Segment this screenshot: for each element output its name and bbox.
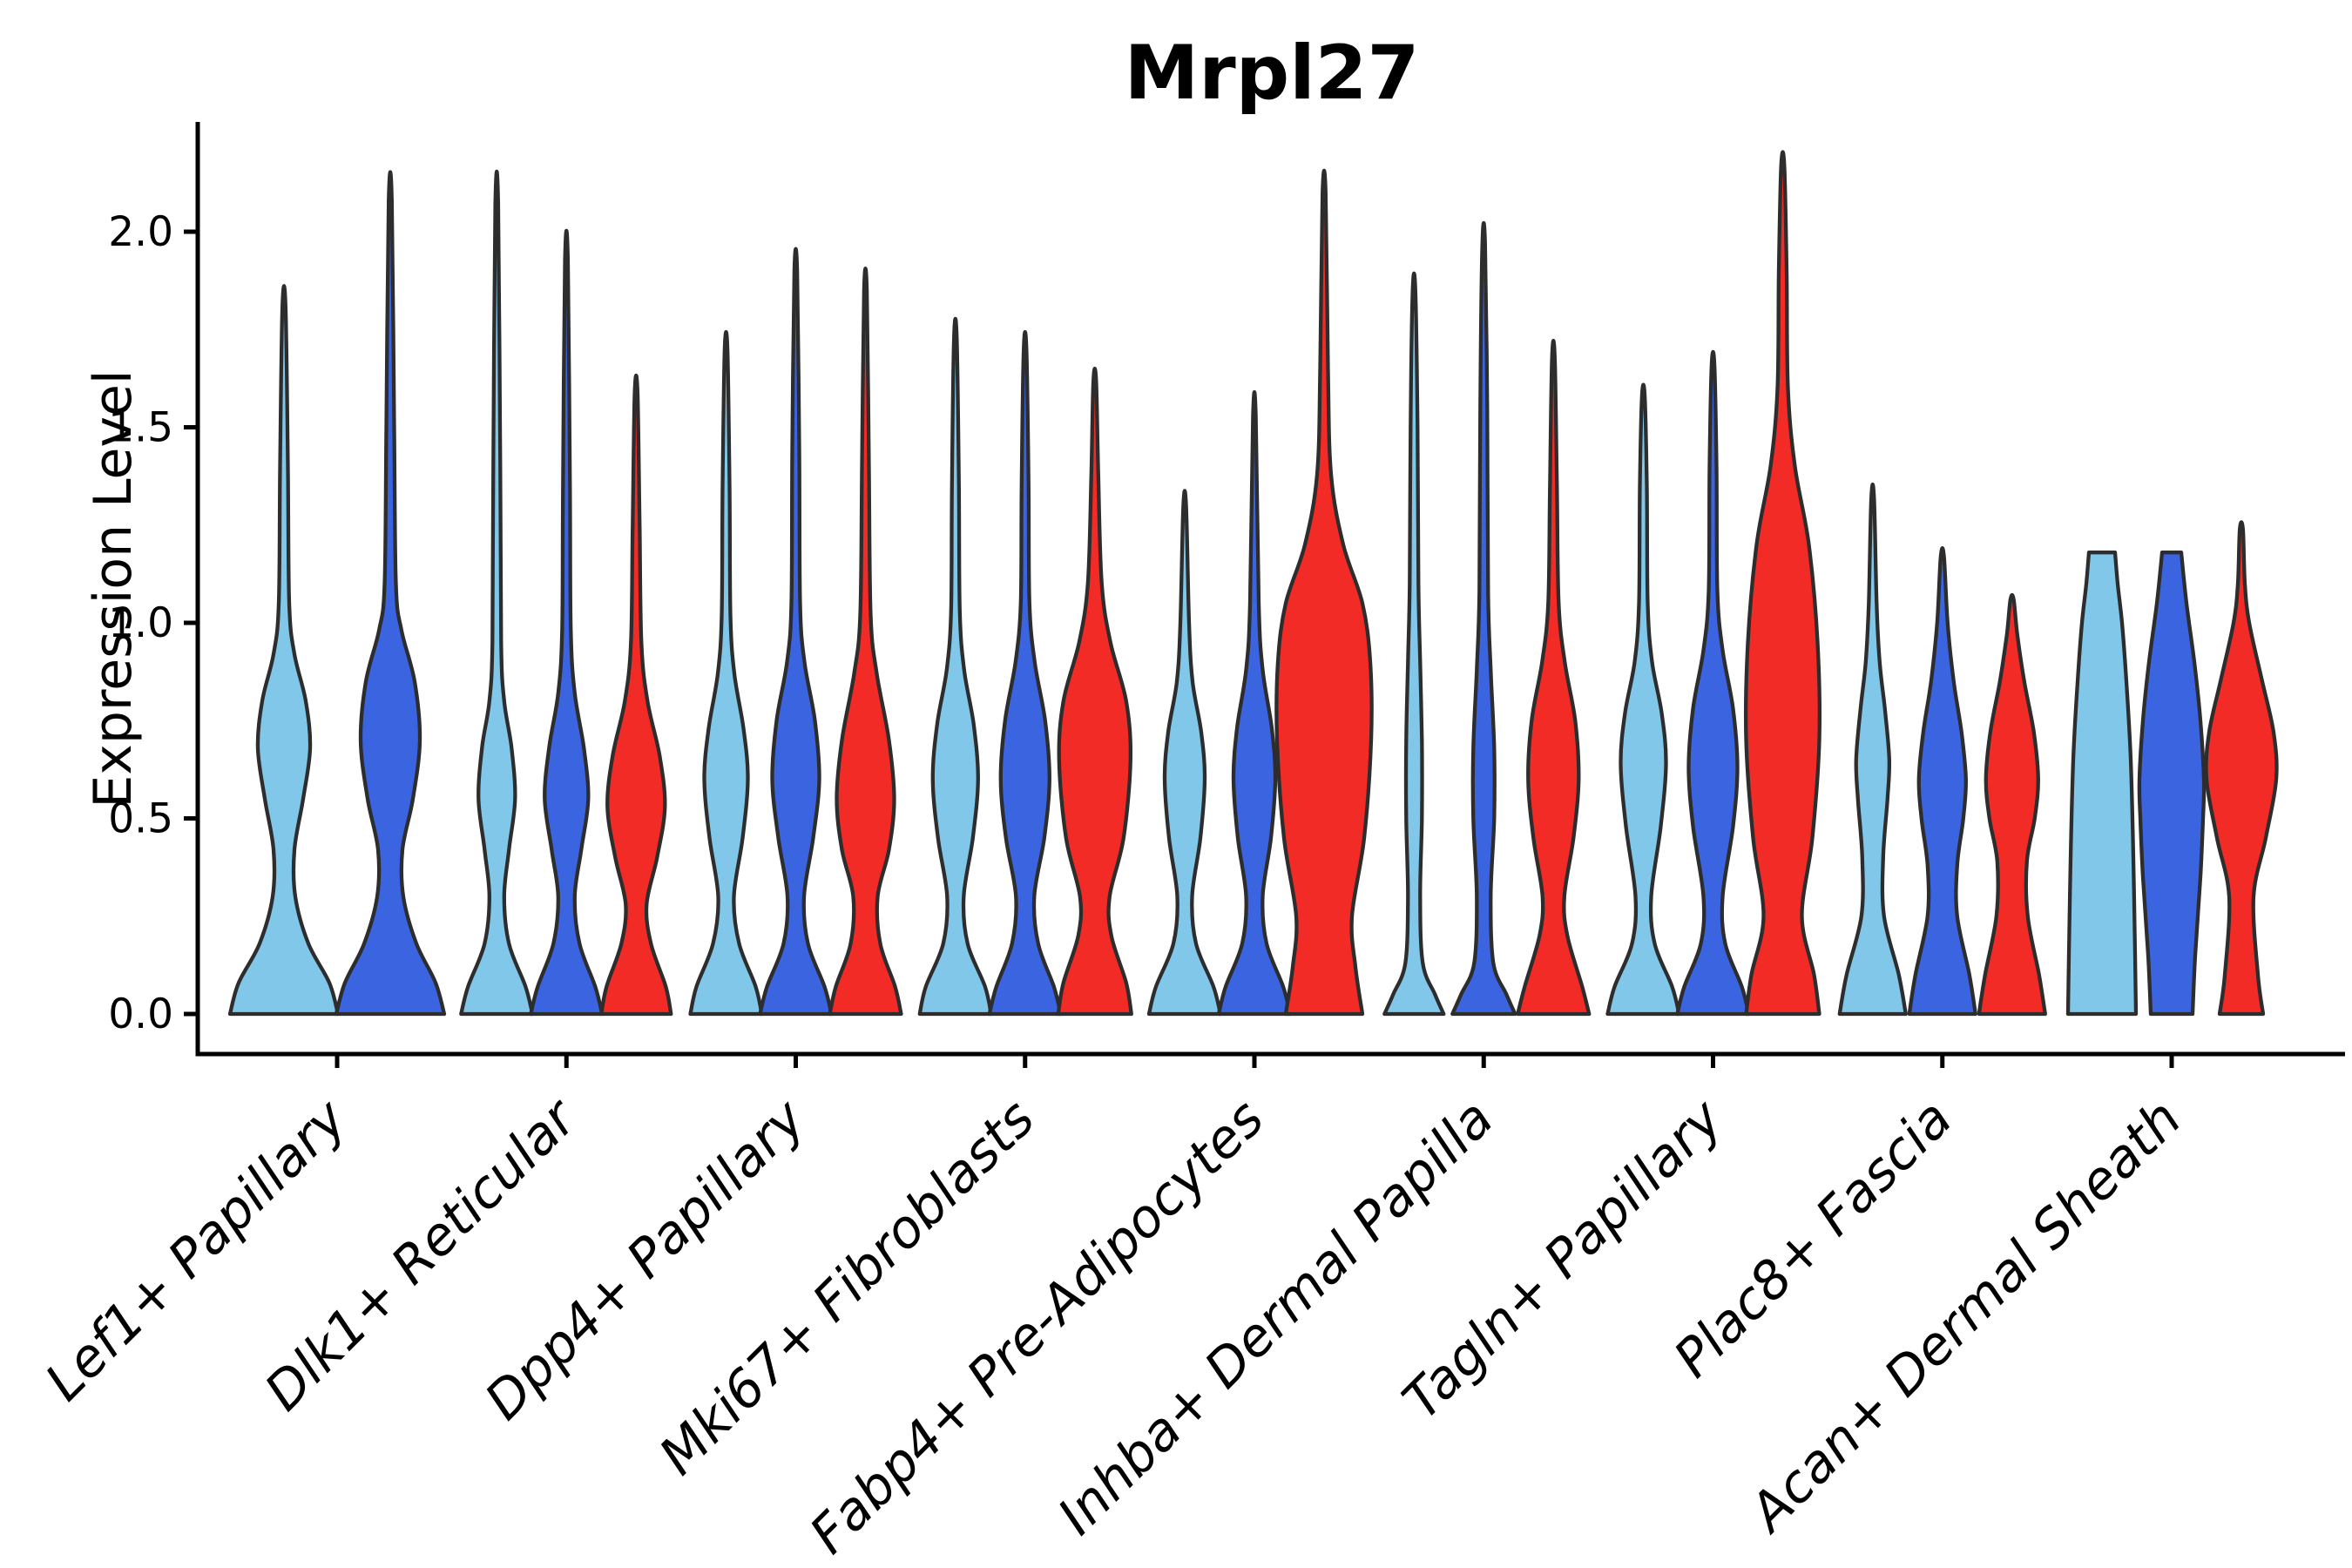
violin-mki67-fibroblasts-red — [1056, 367, 1133, 1017]
violin-dlk1-reticular-red — [599, 373, 673, 1017]
y-tick-label-2.0: 2.0 — [108, 208, 173, 256]
violin-tagln-papillary-dark-blue — [1675, 349, 1751, 1017]
violin-tagln-papillary-red — [1743, 150, 1822, 1017]
violin-plac8-fascia-dark-blue — [1907, 545, 1977, 1017]
y-tick-label-0.5: 0.5 — [108, 795, 173, 843]
violin-plac8-fascia-red — [1977, 592, 2047, 1017]
violin-dlk1-reticular-light-blue — [459, 170, 535, 1017]
violin-lef1-papillary-light-blue — [227, 284, 341, 1017]
x-tick-label-acan-dermal-sheath: Acan+ Dermal Sheath — [1736, 1088, 2193, 1545]
y-tick-label-1.0: 1.0 — [108, 599, 173, 647]
violins-layer — [227, 150, 2279, 1017]
x-tick-label-inhba-dermal-papilla: Inhba+ Dermal Papilla — [1046, 1088, 1504, 1546]
violin-fabp4-pre-adipocytes-light-blue — [1146, 489, 1223, 1017]
violin-acan-dermal-sheath-light-blue — [2065, 551, 2139, 1017]
violin-inhba-dermal-papilla-dark-blue — [1450, 221, 1517, 1017]
chart-title: Mrpl27 — [1125, 30, 1420, 117]
x-tick-label-mki67-fibroblasts: Mki67+ Fibroblasts — [648, 1088, 1047, 1487]
violin-dpp4-papillary-light-blue — [688, 329, 764, 1017]
violin-mki67-fibroblasts-light-blue — [917, 316, 993, 1017]
violin-mki67-fibroblasts-dark-blue — [987, 329, 1063, 1017]
violin-fabp4-pre-adipocytes-dark-blue — [1216, 390, 1293, 1017]
violin-tagln-papillary-light-blue — [1605, 382, 1681, 1017]
violin-acan-dermal-sheath-dark-blue — [2137, 551, 2207, 1017]
violin-lef1-papillary-dark-blue — [334, 170, 447, 1017]
violin-plac8-fascia-light-blue — [1837, 483, 1908, 1017]
violin-dlk1-reticular-dark-blue — [529, 228, 605, 1017]
violin-dpp4-papillary-red — [828, 267, 903, 1017]
y-tick-label-1.5: 1.5 — [108, 404, 173, 452]
violin-inhba-dermal-papilla-red — [1516, 339, 1592, 1017]
y-tick-label-0.0: 0.0 — [108, 990, 173, 1038]
x-tick-label-fabp4-pre-adipocytes: Fabp4+ Pre-Adipocytes — [798, 1088, 1275, 1565]
y-axis-label: Expression Level — [83, 369, 144, 808]
violin-dpp4-papillary-dark-blue — [758, 247, 834, 1017]
violin-fabp4-pre-adipocytes-red — [1274, 168, 1374, 1017]
violin-inhba-dermal-papilla-light-blue — [1382, 271, 1446, 1017]
violin-acan-dermal-sheath-red — [2204, 520, 2279, 1017]
